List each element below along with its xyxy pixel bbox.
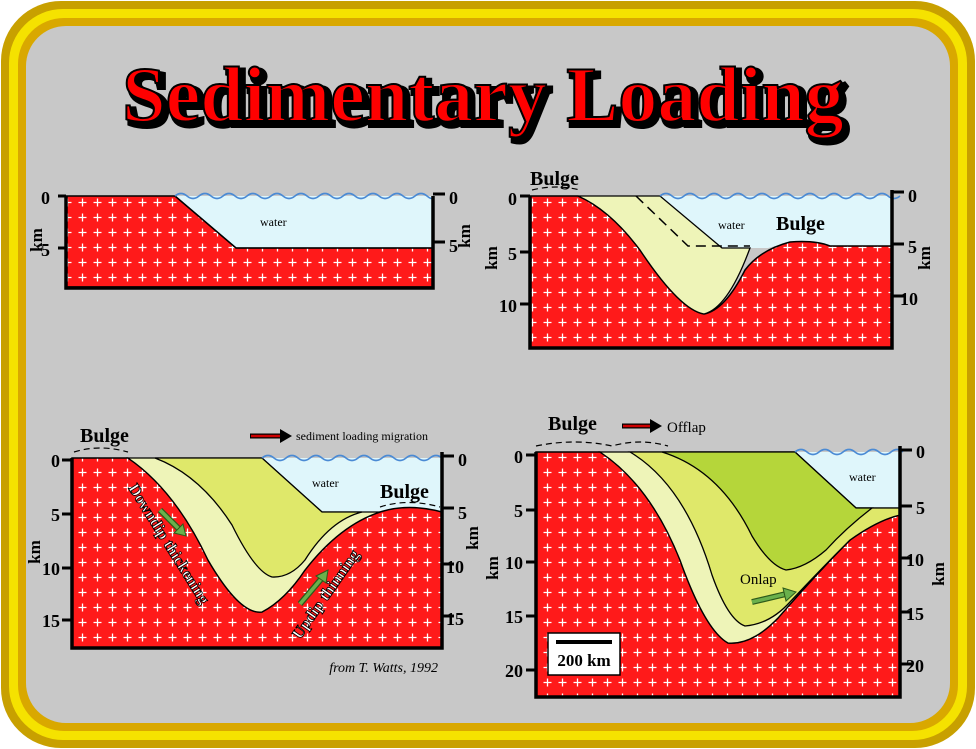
panel2-water: [530, 196, 892, 248]
panel3-right-tick-0: 0: [458, 450, 467, 470]
panel4-right-tick-5: 5: [916, 498, 925, 518]
panel-1: water 0 5 km 0 5 km: [27, 188, 474, 290]
panel2-left-tick-10: 10: [499, 296, 517, 316]
panel3-credit: from T. Watts, 1992: [329, 661, 438, 676]
panel4-right-tick-0: 0: [916, 442, 925, 462]
panel3-left-tick-15: 15: [42, 611, 60, 631]
panel4-water: [795, 452, 900, 508]
panel3-bulge-right: Bulge: [380, 481, 429, 503]
panel2-water-surface: [659, 192, 901, 200]
panel-2: Bulge Bulge water 0 5 10 km 0 5 10 km: [482, 168, 934, 350]
panel1-left-unit: km: [27, 228, 46, 252]
panel4-right-unit: km: [929, 562, 948, 586]
panel2-water-label: water: [718, 218, 745, 232]
panel2-right-tick-10: 10: [900, 289, 918, 309]
panel4-right-tick-20: 20: [906, 656, 924, 676]
panel4-left-tick-15: 15: [505, 607, 523, 627]
panel1-water-surface: [174, 192, 434, 200]
panel4-water-surface: [794, 448, 904, 456]
panel3-left-unit: km: [25, 540, 44, 564]
panel4-scale-label: 200 km: [557, 651, 610, 670]
panel2-bulge-left: Bulge: [530, 168, 579, 190]
panel2-left-tick-0: 0: [508, 189, 517, 209]
panel1-water-label: water: [260, 215, 287, 229]
panel4-bulge-left: Bulge: [548, 413, 597, 435]
panel2-right-unit: km: [915, 246, 934, 270]
panel3-left-tick-10: 10: [42, 559, 60, 579]
panel3-sediment-younger: [154, 457, 363, 578]
panel2-right-tick-0: 0: [908, 186, 917, 206]
panel4-left-tick-10: 10: [505, 553, 523, 573]
panel3-left-tick-5: 5: [51, 505, 60, 525]
panel2-right-tick-5: 5: [908, 237, 917, 257]
panel4-left-tick-5: 5: [514, 501, 523, 521]
panel4-water-label: water: [849, 470, 876, 484]
panel1-left-tick-0: 0: [41, 188, 50, 208]
panel4-right-tick-15: 15: [906, 604, 924, 624]
panel1-right-tick-5: 5: [449, 236, 458, 256]
panel2-original-profile: [635, 195, 750, 247]
page-title: Sedimentary Loading: [122, 51, 844, 138]
panel4-onlap-label: Onlap: [740, 572, 777, 588]
panel4-left-tick-20: 20: [505, 661, 523, 681]
panel1-right-tick-0: 0: [449, 188, 458, 208]
panel-3: sediment loading migration Bulge Bulge w…: [25, 425, 482, 676]
panel3-right-tick-10: 10: [446, 557, 464, 577]
panel3-right-tick-15: 15: [446, 609, 464, 629]
panel3-water-label: water: [312, 476, 339, 490]
panel1-water: [175, 196, 433, 248]
panel3-left-tick-0: 0: [51, 451, 60, 471]
panel2-sediment: [577, 195, 751, 315]
panel3-migration-label: sediment loading migration: [296, 429, 428, 443]
panel4-left-unit: km: [483, 556, 502, 580]
panel4-left-tick-0: 0: [514, 447, 523, 467]
panel2-left-unit: km: [482, 246, 501, 270]
panel2-left-tick-5: 5: [508, 244, 517, 264]
panel-4: Offlap Bulge water Onlap 200 km 0 5 10 1…: [483, 413, 948, 699]
title-shadow: Sedimentary Loading: [126, 55, 848, 142]
panel4-sediment-youngest: [661, 451, 874, 571]
panel4-offlap-label: Offlap: [667, 420, 706, 436]
panel2-bulge-right: Bulge: [776, 213, 825, 235]
panel4-right-tick-10: 10: [906, 550, 924, 570]
panel3-right-unit: km: [463, 526, 482, 550]
panel3-right-tick-5: 5: [458, 503, 467, 523]
panel1-right-unit: km: [455, 224, 474, 248]
panel3-bulge-left: Bulge: [80, 425, 129, 447]
panel1-left-tick-5: 5: [41, 240, 50, 260]
panel3-water-surface: [261, 454, 443, 462]
